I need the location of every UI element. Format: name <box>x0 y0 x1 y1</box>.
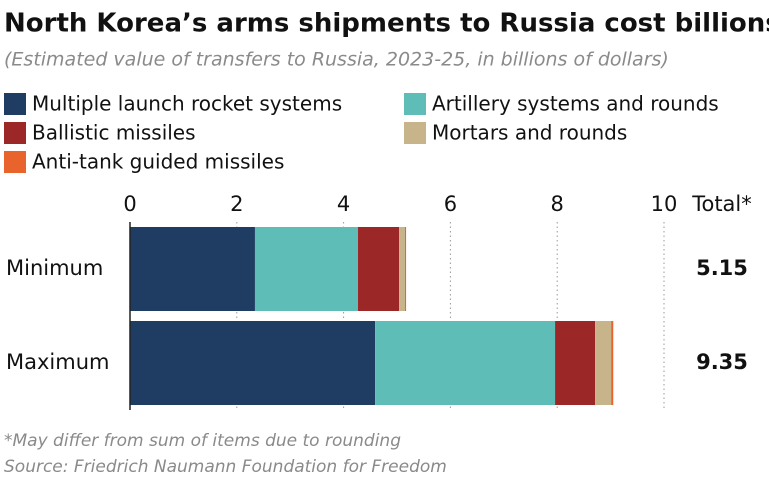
footnote: *May differ from sum of items due to rou… <box>4 431 401 451</box>
bar-segment <box>254 227 359 311</box>
x-tick-label: 2 <box>230 192 243 216</box>
x-tick-label: 10 <box>651 192 678 216</box>
legend-swatch <box>4 93 26 115</box>
y-tick-label: Minimum <box>6 256 103 280</box>
bar-segment <box>405 227 407 311</box>
source: Source: Friedrich Naumann Foundation for… <box>4 457 447 477</box>
x-tick-label: 0 <box>123 192 136 216</box>
x-tick-label: 4 <box>337 192 350 216</box>
chart-subtitle: (Estimated value of transfers to Russia,… <box>4 49 669 71</box>
chart-title: North Korea’s arms shipments to Russia c… <box>4 9 769 39</box>
bar-segment <box>130 321 376 405</box>
legend-label: Ballistic missiles <box>32 121 196 145</box>
y-tick-label: Maximum <box>6 350 109 374</box>
bar-segment <box>399 227 406 311</box>
legend-swatch <box>4 122 26 144</box>
total-label: 5.15 <box>696 256 748 280</box>
total-label: 9.35 <box>696 350 748 374</box>
bar-segment <box>595 321 612 405</box>
bar-segment <box>375 321 556 405</box>
bar-segment <box>358 227 400 311</box>
legend-label: Anti-tank guided missiles <box>32 150 284 174</box>
legend-swatch <box>404 122 426 144</box>
legend-swatch <box>404 93 426 115</box>
legend-label: Mortars and rounds <box>432 121 627 145</box>
total-header: Total* <box>691 192 752 216</box>
bar-segment <box>555 321 596 405</box>
x-tick-label: 8 <box>551 192 564 216</box>
bar-segment <box>130 227 255 311</box>
legend-swatch <box>4 151 26 173</box>
legend-label: Artillery systems and rounds <box>432 92 719 116</box>
legend-label: Multiple launch rocket systems <box>32 92 342 116</box>
x-tick-label: 6 <box>444 192 457 216</box>
bar-segment <box>611 321 614 405</box>
